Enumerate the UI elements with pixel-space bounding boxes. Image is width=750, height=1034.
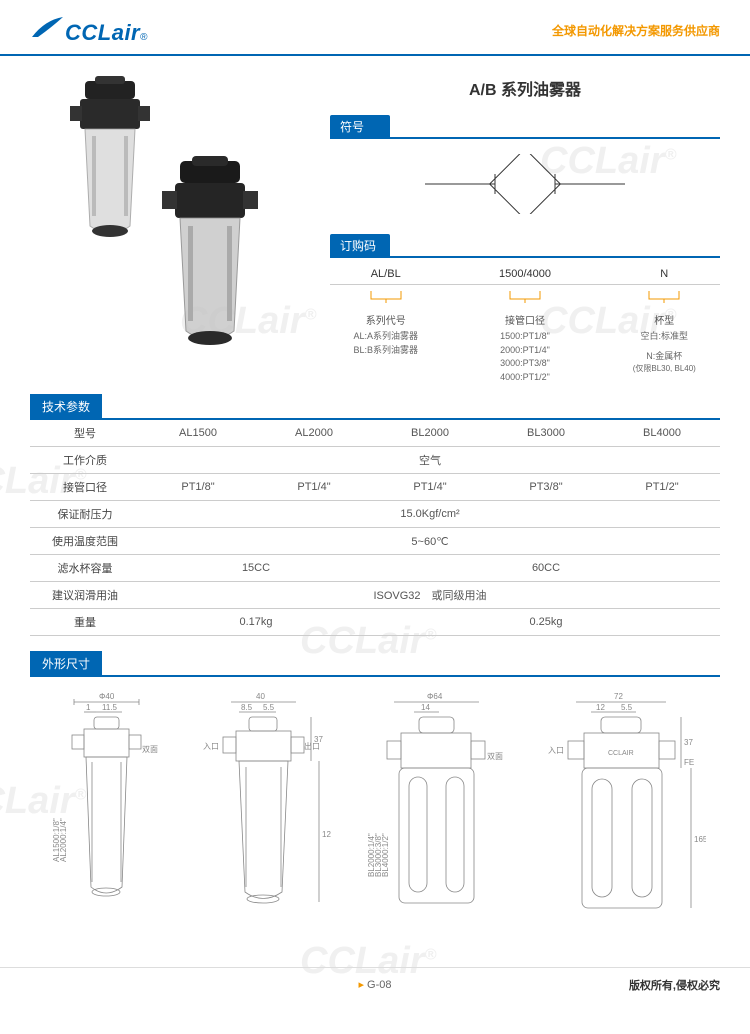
order-col-cup: N bbox=[609, 268, 720, 280]
section-order-header: 订购码 bbox=[330, 234, 390, 257]
svg-text:出口: 出口 bbox=[304, 741, 320, 751]
table-row: 工作介质空气 bbox=[30, 447, 720, 474]
table-row: 建议润滑用油ISOVG32 或同级用油 bbox=[30, 582, 720, 609]
svg-text:12: 12 bbox=[596, 703, 605, 712]
svg-text:入口: 入口 bbox=[548, 746, 564, 755]
svg-text:FE: FE bbox=[684, 758, 694, 767]
order-code-block: AL/BL 1500/4000 N 系列代号 AL:A系列油雾器 bbox=[330, 268, 720, 384]
svg-text:双面: 双面 bbox=[487, 752, 503, 761]
logo-swoosh-icon bbox=[30, 15, 65, 40]
svg-text:5.5: 5.5 bbox=[621, 703, 633, 712]
table-row: 重量0.17kg0.25kg bbox=[30, 609, 720, 636]
table-row: 保证耐压力15.0Kgf/cm² bbox=[30, 501, 720, 528]
svg-text:37: 37 bbox=[684, 738, 693, 747]
page-header: CCLair ® 全球自动化解决方案服务供应商 bbox=[0, 0, 750, 56]
svg-text:40: 40 bbox=[256, 692, 265, 701]
table-row: 使用温度范围5~60℃ bbox=[30, 528, 720, 555]
svg-text:165: 165 bbox=[694, 835, 706, 844]
product-image bbox=[30, 76, 310, 336]
order-code-series: AL/BL bbox=[330, 268, 441, 280]
order-code-port: 1500/4000 bbox=[441, 268, 608, 280]
brand-logo: CCLair ® bbox=[30, 15, 148, 46]
order-label-series: 系列代号 bbox=[330, 312, 441, 327]
table-row: 接管口径PT1/8"PT1/4"PT1/4"PT3/8"PT1/2" bbox=[30, 474, 720, 501]
svg-text:120.4: 120.4 bbox=[322, 830, 331, 839]
svg-text:AL2000:1/4": AL2000:1/4" bbox=[59, 818, 68, 862]
order-label-cup: 杯型 bbox=[609, 312, 720, 327]
order-items-series: AL:A系列油雾器 BL:B系列油雾器 bbox=[330, 330, 441, 357]
svg-text:BL4000:1/2": BL4000:1/2" bbox=[381, 833, 390, 877]
svg-text:双面: 双面 bbox=[142, 745, 158, 754]
page-number: G-08 bbox=[358, 978, 391, 991]
lubricator-image-1 bbox=[60, 76, 160, 256]
section-symbol-header: 符号 bbox=[330, 115, 390, 138]
specs-table: 型号AL1500AL2000BL2000BL3000BL4000工作介质空气接管… bbox=[30, 420, 720, 636]
slogan: 全球自动化解决方案服务供应商 bbox=[552, 22, 720, 39]
table-row: 型号AL1500AL2000BL2000BL3000BL4000 bbox=[30, 420, 720, 447]
logo-text: CCLair bbox=[65, 20, 140, 46]
svg-text:Φ64: Φ64 bbox=[427, 692, 443, 701]
copyright: 版权所有,侵权必究 bbox=[629, 977, 720, 993]
svg-text:CCLAIR: CCLAIR bbox=[608, 750, 634, 757]
page-footer: G-08 版权所有,侵权必究 bbox=[0, 967, 750, 1001]
dim-drawing-3: Φ64 14 BL2000:1/4" BL3000:3/8" BL4000:1/… bbox=[359, 687, 509, 927]
dim-drawing-1: Φ40 1 11.5 AL1500:1/8" AL2000:1/4" 双面 bbox=[44, 687, 164, 927]
svg-text:72: 72 bbox=[614, 692, 623, 701]
logo-reg: ® bbox=[140, 32, 147, 43]
dimensions-drawings: Φ40 1 11.5 AL1500:1/8" AL2000:1/4" 双面 40… bbox=[30, 687, 720, 947]
table-row: 滤水杯容量15CC60CC bbox=[30, 555, 720, 582]
svg-text:11.5: 11.5 bbox=[102, 703, 118, 712]
order-items-cup: 空白:标准型 N:金属杯 (仅限BL30, BL40) bbox=[609, 330, 720, 375]
order-col-series: AL/BL bbox=[330, 268, 441, 280]
svg-text:14: 14 bbox=[421, 703, 430, 712]
order-code-cup: N bbox=[609, 268, 720, 280]
order-label-port: 接管口径 bbox=[441, 312, 608, 327]
svg-text:1: 1 bbox=[86, 703, 91, 712]
svg-text:8.5: 8.5 bbox=[241, 703, 253, 712]
order-items-port: 1500:PT1/8" 2000:PT1/4" 3000:PT3/8" 4000… bbox=[441, 330, 608, 384]
section-dims-header: 外形尺寸 bbox=[30, 651, 102, 676]
svg-text:5.5: 5.5 bbox=[263, 703, 275, 712]
svg-text:入口: 入口 bbox=[203, 742, 219, 751]
dim-drawing-2: 40 8.5 5.5 37 120.4 入口 出口 bbox=[191, 687, 331, 927]
dim-drawing-4: 72 12 5.5 37 165 入口 CCLAIR FE bbox=[536, 687, 706, 927]
section-specs-header: 技术参数 bbox=[30, 394, 102, 419]
order-col-port: 1500/4000 bbox=[441, 268, 608, 280]
lubricator-image-2 bbox=[150, 156, 270, 356]
product-title: A/B 系列油雾器 bbox=[330, 76, 720, 100]
svg-text:Φ40: Φ40 bbox=[99, 692, 115, 701]
symbol-diagram bbox=[330, 149, 720, 219]
